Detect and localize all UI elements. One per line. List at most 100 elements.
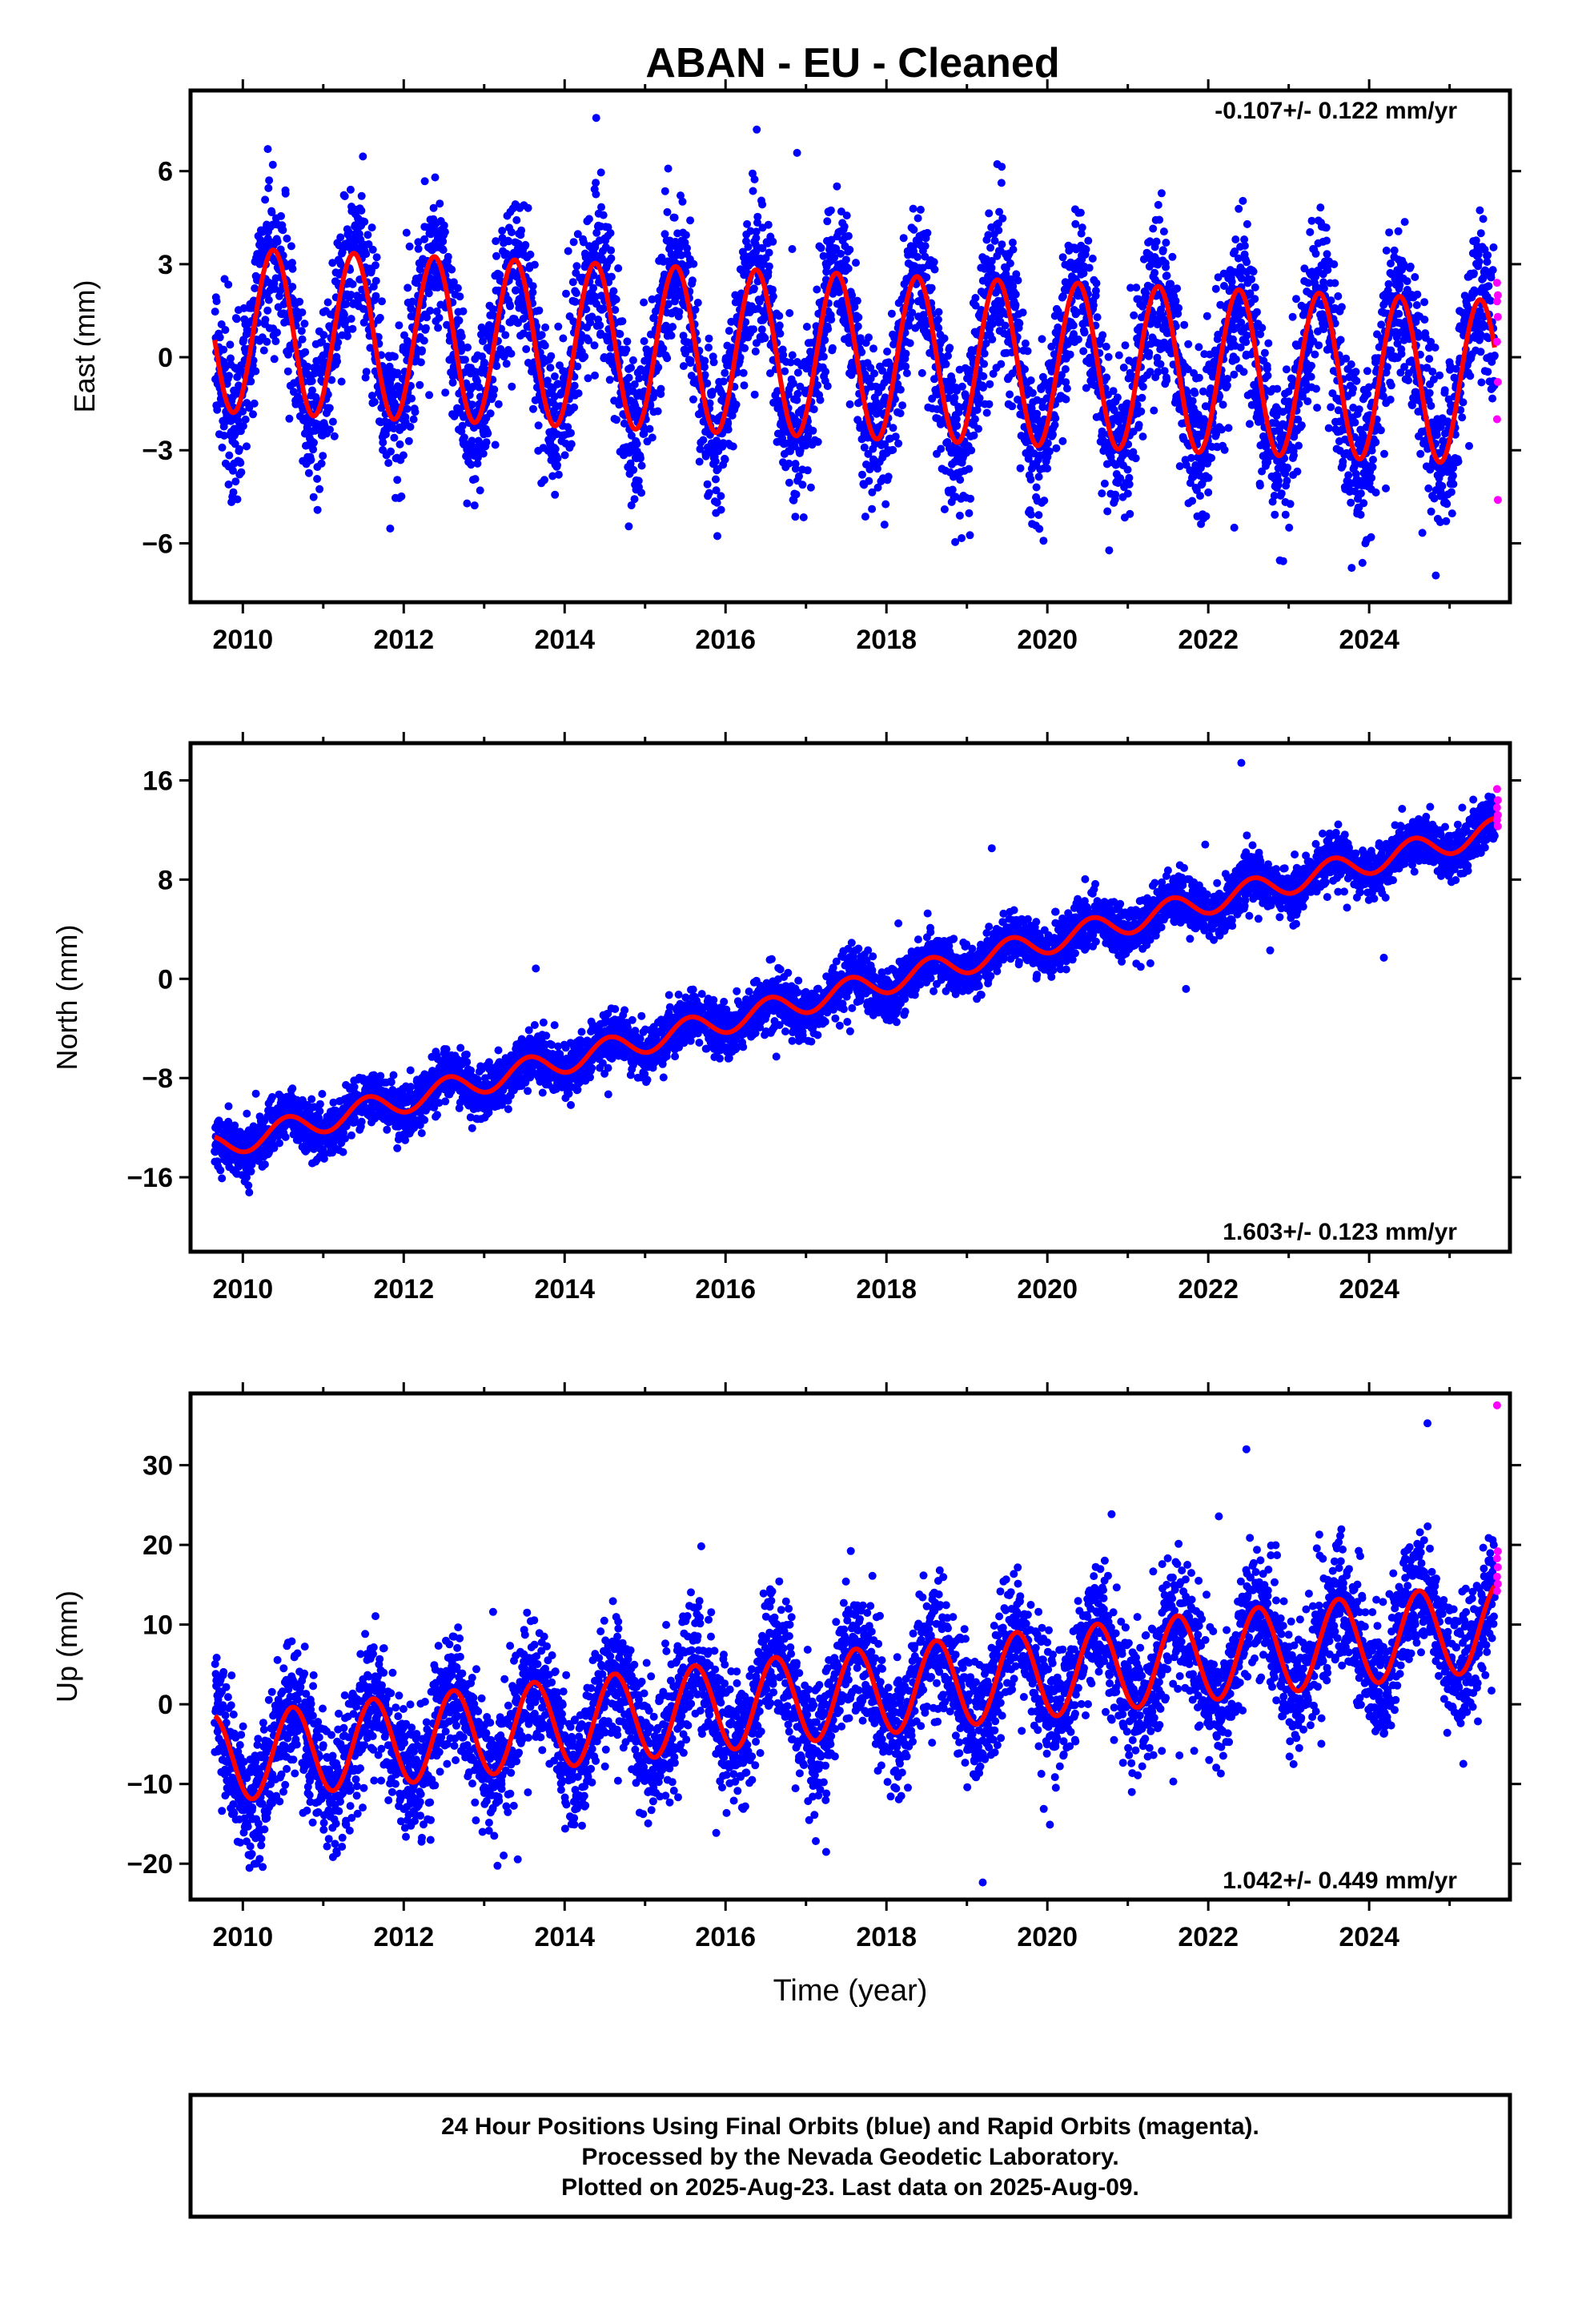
data-point (948, 485, 957, 494)
data-point (958, 382, 966, 391)
data-point (898, 401, 907, 410)
data-point (1027, 404, 1036, 413)
data-point (750, 390, 759, 399)
data-point (592, 114, 600, 123)
data-point (288, 259, 296, 267)
data-point (1271, 419, 1280, 428)
data-point (425, 391, 434, 400)
data-point (1351, 418, 1359, 427)
data-point (753, 219, 761, 227)
data-point (1294, 415, 1303, 424)
data-point (330, 432, 339, 440)
data-point (624, 522, 633, 531)
data-point (288, 264, 297, 273)
data-point (1382, 484, 1390, 493)
data-point (627, 431, 636, 440)
data-point (390, 433, 399, 442)
data-point (817, 243, 825, 252)
data-point (942, 360, 950, 368)
data-point (414, 238, 423, 247)
data-point (946, 344, 954, 352)
data-point (634, 476, 643, 485)
data-point (606, 229, 615, 237)
data-point (1279, 557, 1287, 565)
data-point (769, 292, 777, 301)
data-point (1322, 223, 1331, 232)
data-point (1231, 235, 1240, 243)
data-point (572, 289, 580, 297)
data-point (956, 476, 965, 485)
data-point (492, 237, 500, 246)
data-point (878, 366, 886, 375)
data-point (263, 145, 272, 154)
data-point (636, 454, 644, 463)
data-point (1132, 283, 1141, 292)
data-point (1137, 407, 1146, 416)
data-point (950, 393, 959, 402)
data-point (640, 337, 648, 345)
data-point (1364, 383, 1373, 392)
data-point (457, 332, 466, 341)
data-point (1382, 246, 1391, 255)
data-point (1062, 378, 1070, 387)
data-point (218, 443, 227, 452)
data-point (449, 278, 458, 287)
data-point (1400, 363, 1409, 372)
data-point (861, 370, 869, 379)
data-point (696, 444, 705, 453)
data-point (303, 363, 312, 371)
data-point (984, 231, 993, 239)
data-point (423, 313, 432, 322)
data-point (683, 338, 692, 347)
data-point (297, 327, 306, 336)
data-point (721, 368, 729, 377)
data-point (239, 407, 247, 416)
data-point (688, 276, 697, 285)
data-point (661, 230, 669, 239)
data-point (1146, 237, 1154, 246)
data-point (1124, 440, 1133, 448)
data-point (614, 264, 623, 272)
data-point (909, 247, 918, 255)
data-point (1074, 335, 1082, 344)
data-point (1204, 473, 1213, 482)
data-point (747, 259, 756, 267)
data-point (1123, 465, 1132, 474)
data-point (869, 344, 877, 353)
data-point (535, 306, 544, 315)
data-point (979, 372, 988, 380)
data-point (568, 278, 577, 287)
data-point (823, 382, 832, 391)
data-point (541, 323, 550, 332)
data-point (632, 440, 641, 448)
data-point (905, 339, 914, 348)
data-point (1100, 479, 1109, 488)
data-point (301, 348, 310, 356)
data-point (845, 245, 854, 254)
final-orbit-points (211, 114, 1499, 580)
data-point (987, 256, 996, 265)
data-point (1173, 284, 1182, 293)
data-point (319, 331, 328, 340)
data-point (623, 337, 632, 346)
data-point (1184, 340, 1193, 348)
data-point (592, 228, 601, 237)
data-point (1166, 279, 1175, 288)
data-point (637, 461, 646, 470)
data-point (853, 296, 861, 305)
data-point (261, 195, 270, 204)
data-point (1271, 510, 1279, 519)
data-point (1379, 392, 1387, 400)
data-point (215, 333, 224, 342)
data-point (367, 392, 376, 400)
data-point (1098, 331, 1107, 340)
data-point (708, 388, 717, 396)
data-point (744, 243, 753, 251)
data-point (618, 317, 627, 326)
data-point (1152, 237, 1161, 246)
data-point (1384, 279, 1393, 288)
data-point (966, 531, 974, 540)
data-point (1014, 276, 1022, 285)
data-point (1284, 402, 1293, 411)
data-point (420, 336, 428, 345)
